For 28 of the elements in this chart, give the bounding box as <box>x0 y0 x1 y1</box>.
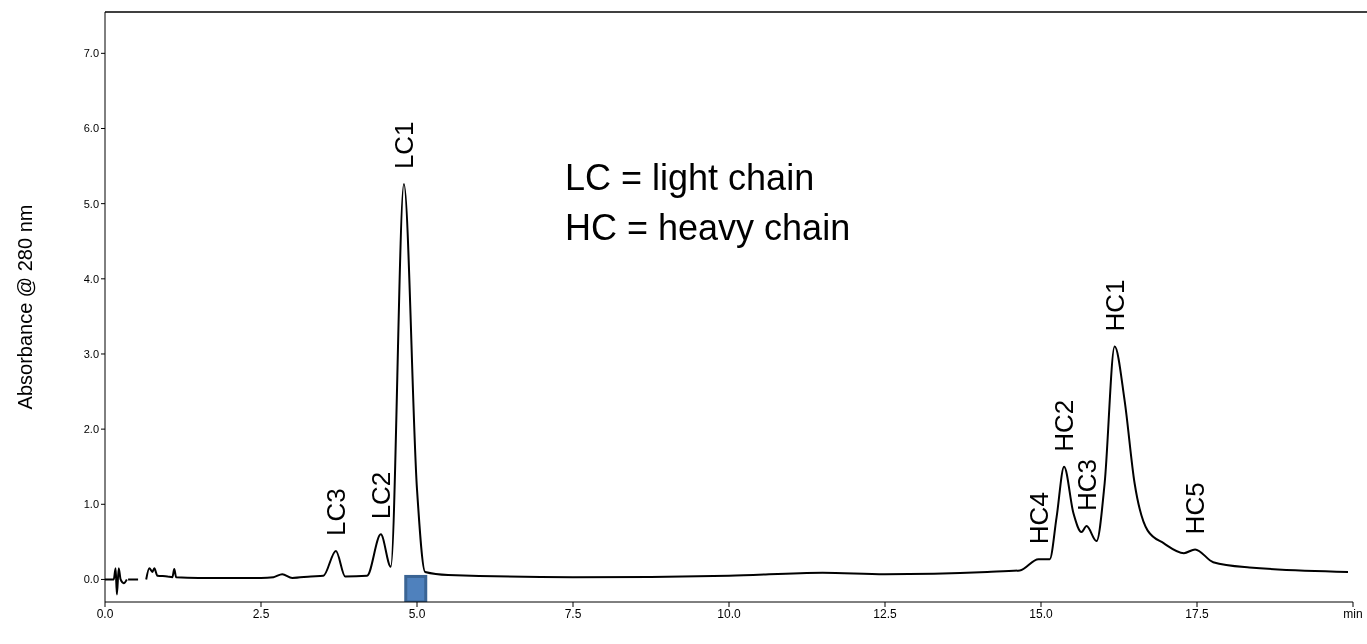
annotation: LC3 <box>320 488 351 536</box>
x-tick-label: 12.5 <box>873 606 897 621</box>
x-tick-label: 2.5 <box>252 606 270 621</box>
x-tick-label: 10.0 <box>717 606 741 621</box>
annotation: HC2 <box>1049 399 1080 452</box>
y-tick-label: 1.0 <box>83 498 99 511</box>
y-tick-label: 7.0 <box>83 47 99 60</box>
x-tick-label: 0.0 <box>96 606 114 621</box>
x-tick-label: 7.5 <box>564 606 582 621</box>
y-tick-label: 0.0 <box>83 573 99 586</box>
x-tick-label: 15.0 <box>1029 606 1053 621</box>
y-tick-label: 3.0 <box>83 347 99 360</box>
annotation: HC1 <box>1099 279 1130 332</box>
annotation: HC3 <box>1071 459 1102 512</box>
y-tick-label: 4.0 <box>83 272 99 285</box>
x-tick-label: 5.0 <box>408 606 426 621</box>
y-axis-title: Absorbance @ 280 nm <box>14 204 37 410</box>
x-tick-label: 17.5 <box>1185 606 1209 621</box>
annotation: HC5 <box>1180 482 1211 535</box>
annotation: HC = heavy chain <box>565 207 851 248</box>
y-tick-label: 5.0 <box>83 197 99 210</box>
y-tick-label: 6.0 <box>83 122 99 135</box>
annotation: HC4 <box>1023 492 1054 545</box>
annotation: LC = light chain <box>565 157 815 198</box>
y-tick-label: 2.0 <box>83 423 99 436</box>
x-tick-label: min <box>1343 606 1363 621</box>
annotation: LC1 <box>388 121 419 170</box>
annotation: LC2 <box>365 471 396 520</box>
